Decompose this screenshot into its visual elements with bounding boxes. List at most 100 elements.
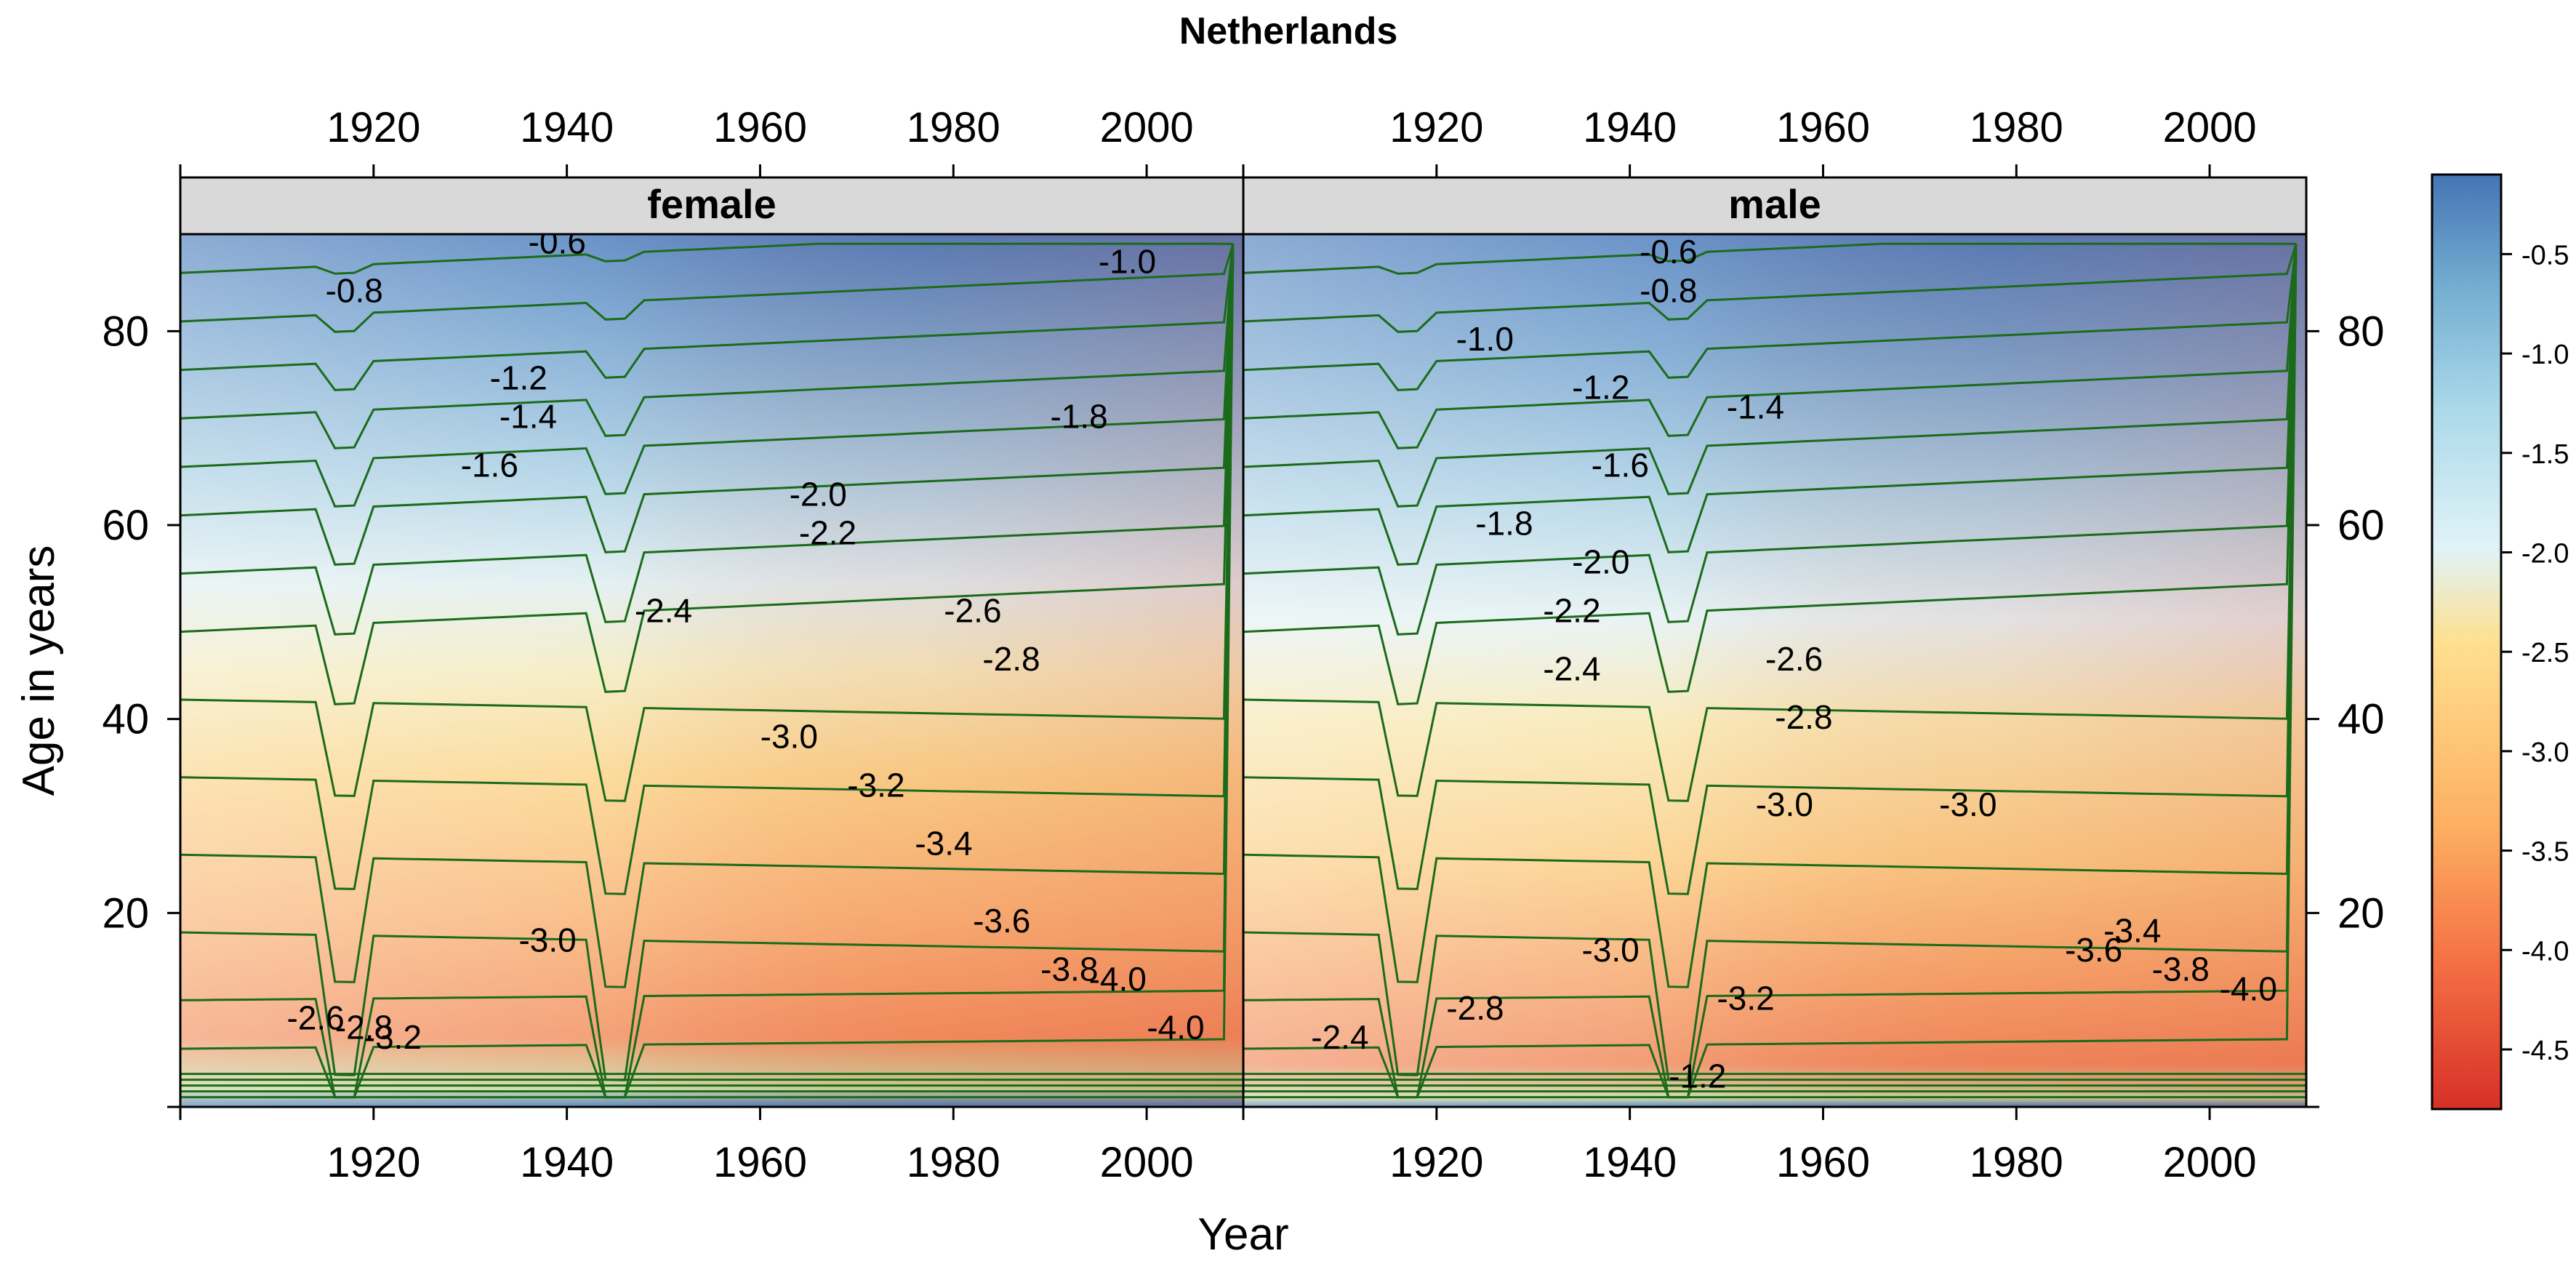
contour-line [180, 244, 1235, 1099]
contour-label: -3.8 [2152, 951, 2210, 988]
contour-label: -1.0 [1099, 242, 1156, 280]
colorbar-tick-label: -4.0 [2521, 936, 2569, 967]
contour-line [180, 244, 1235, 988]
contour-label: -3.4 [2103, 911, 2161, 949]
contour-label: -3.0 [1756, 785, 1813, 823]
colorbar-tick-label: -3.5 [2521, 837, 2569, 868]
contour-label: -1.4 [499, 398, 557, 436]
colorbar-tick-label: -2.0 [2521, 538, 2569, 569]
x-tick-label-top: 1960 [713, 104, 807, 151]
contour-label: -2.8 [1446, 989, 1504, 1027]
contour-label: -3.0 [518, 921, 576, 959]
contour-label: -2.2 [1543, 591, 1600, 629]
contour-label: -1.4 [1727, 388, 1784, 425]
x-tick-label-bottom: 1980 [1970, 1139, 2063, 1186]
contour-label: -1.6 [461, 446, 518, 484]
contour-line [1243, 244, 2298, 988]
colorbar: -0.5 -1.0 -1.5 -2.0 -2.5 -3.0 -3.5 -4.0 -4.5 [2431, 173, 2569, 1111]
colorbar-tick-label: -4.5 [2521, 1036, 2569, 1066]
y-tick-label-right: 80 [2338, 308, 2385, 355]
x-tick-label-top: 1980 [1970, 104, 2063, 151]
strip-female-label: female [647, 181, 776, 227]
x-tick-label-bottom: 1920 [326, 1139, 420, 1186]
colorbar-ticks: -0.5 -1.0 -1.5 -2.0 -2.5 -3.0 -3.5 -4.0 -4.5 [2501, 240, 2569, 1066]
x-tick-label-bottom: 2000 [1100, 1139, 1194, 1186]
y-axis-label: Age in years [14, 545, 64, 796]
x-tick-label-bottom: 1980 [907, 1139, 1000, 1186]
contour-line [180, 244, 1235, 391]
contour-label: -1.6 [1592, 446, 1649, 484]
x-tick-label-top: 1980 [907, 104, 1000, 151]
contour-label: -3.0 [761, 718, 818, 756]
x-tick-label-bottom: 2000 [2163, 1139, 2257, 1186]
contour-line [1243, 244, 2298, 566]
contour-line [180, 244, 1235, 508]
x-tick-label-bottom: 1920 [1389, 1139, 1483, 1186]
strip-male-label: male [1728, 181, 1821, 227]
contour-label: -4.0 [1089, 960, 1147, 998]
contour-label: -1.2 [490, 359, 547, 396]
contour-label: -2.8 [982, 640, 1040, 678]
panel-female: -0.6-0.8-1.0-1.2-1.4-1.6-1.8-2.0-2.2-2.4… [179, 176, 1245, 1108]
contours-female: -0.6-0.8-1.0-1.2-1.4-1.6-1.8-2.0-2.2-2.4… [180, 223, 1243, 1099]
contour-label: -1.2 [1669, 1057, 1726, 1095]
contour-line [180, 244, 1235, 636]
x-tick-label-bottom: 1960 [1776, 1139, 1870, 1186]
contour-line [1243, 244, 2298, 895]
contour-line [1243, 243, 2298, 333]
contour-label: -3.0 [1939, 785, 1997, 823]
x-tick-label-bottom: 1940 [520, 1139, 614, 1186]
contour-line [1243, 244, 2298, 636]
contour-label: -2.6 [1765, 640, 1823, 678]
x-tick-label-top: 1920 [1389, 104, 1483, 151]
contour-label: -4.0 [1147, 1009, 1204, 1047]
x-tick-label-top: 1920 [326, 104, 420, 151]
strip-female [179, 176, 1245, 236]
contour-line [180, 244, 1235, 449]
contours-male: -0.6-0.8 -1.0 -1.2 -1.4 -1.6 -1.8 -2.0 -2.2 -2.4… [1243, 233, 2306, 1099]
contour-label: -2.0 [1572, 543, 1629, 581]
x-tick-label-bottom: 1960 [713, 1139, 807, 1186]
x-tick-label-top: 2000 [1100, 104, 1194, 151]
contour-line [180, 244, 1235, 566]
x-tick-label-top: 1940 [1583, 104, 1677, 151]
panel-male: -0.6-0.8 -1.0 -1.2 -1.4 -1.6 -1.8 -2.0 -2.2 -2.4… [1242, 176, 2308, 1108]
contour-line [1243, 244, 2298, 508]
contour-label: -2.0 [790, 475, 847, 513]
chart-title: Netherlands [1179, 10, 1398, 52]
contour-label: -4.0 [2220, 969, 2277, 1007]
contour-label: -2.2 [799, 514, 856, 552]
x-tick-label-top: 2000 [2163, 104, 2257, 151]
contour-label: -0.6 [1640, 233, 1697, 271]
colorbar-gradient [2431, 173, 2503, 1111]
contour-line [1243, 244, 2298, 449]
y-tick-label-left: 40 [102, 696, 149, 743]
contour-label: -3.6 [973, 902, 1030, 940]
contour-line [1243, 244, 2298, 1099]
contour-label: -2.6 [944, 591, 1001, 629]
contour-label: -3.2 [364, 1018, 422, 1056]
contour-label: -1.8 [1475, 504, 1533, 542]
contour-label: -2.4 [635, 591, 692, 629]
contour-line [180, 243, 1235, 333]
contour-line [1243, 244, 2298, 802]
y-tick-label-right: 20 [2338, 889, 2385, 937]
contour-line [1243, 244, 2298, 391]
contour-label: -1.0 [1456, 320, 1514, 358]
x-axis-label: Year [1197, 1209, 1288, 1260]
contour-label: -1.8 [1050, 398, 1107, 436]
x-tick-label-top: 1960 [1776, 104, 1870, 151]
y-tick-label-right: 60 [2338, 502, 2385, 549]
contour-label: -2.4 [1311, 1018, 1368, 1056]
contour-label: -3.2 [847, 766, 904, 804]
colorbar-tick-label: -1.5 [2521, 439, 2569, 470]
colorbar-tick-label: -2.5 [2521, 638, 2569, 668]
contour-label: -3.6 [2065, 931, 2122, 969]
contour-label: -3.0 [1581, 931, 1639, 969]
contour-line [180, 244, 1235, 895]
y-tick-label-right: 40 [2338, 696, 2385, 743]
contour-line [180, 244, 1235, 802]
contour-line [1243, 244, 2298, 705]
x-tick-label-top: 1940 [520, 104, 614, 151]
